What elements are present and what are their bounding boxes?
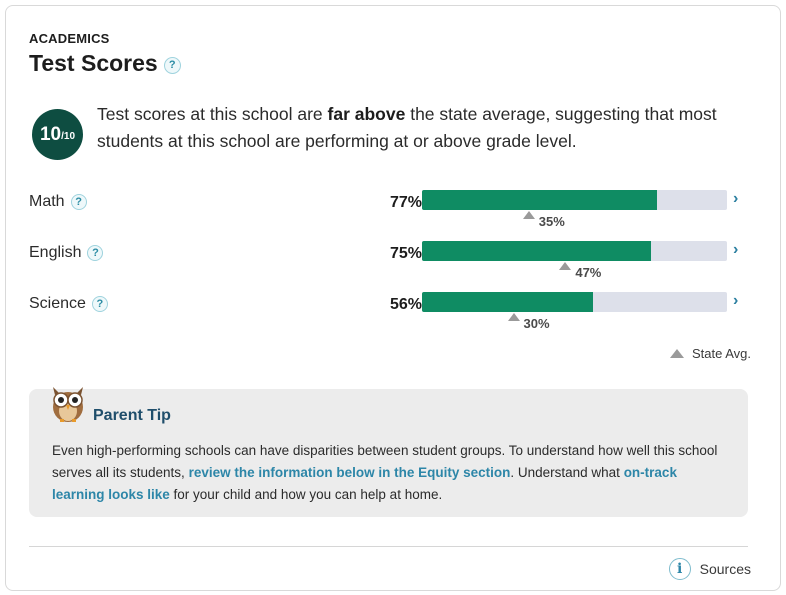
chevron-right-icon[interactable]: › [733,241,739,258]
subject-name: English [29,244,82,261]
equity-section-link[interactable]: review the information below in the Equi… [188,465,511,480]
state-avg-legend: State Avg. [669,346,751,361]
page-title: Test Scores ? [29,50,181,77]
state-avg-value: 30% [523,316,550,331]
subject-name: Science [29,295,86,312]
subject-score: 56% [389,296,422,313]
score-bar-track [422,241,727,261]
rating-out-of: /10 [61,131,76,142]
section-label: ACADEMICS [29,31,110,46]
tip-text: Even high-performing schools can have di… [52,443,718,480]
tip-text: . Understand what [510,465,624,480]
subject-score: 77% [389,194,422,211]
sources-label: Sources [699,561,751,577]
help-icon[interactable]: ? [91,296,108,312]
parent-tip-title: Parent Tip [93,407,171,424]
legend-label: State Avg. [691,346,751,361]
info-icon: i [668,558,691,580]
triangle-icon [669,349,684,358]
subject-name: Math [29,193,65,210]
summary-emphasis: far above [327,104,406,124]
owl-icon [53,387,83,422]
rating-badge: 10 /10 [32,109,83,160]
state-avg-value: 35% [538,214,565,229]
chevron-right-icon[interactable]: › [733,292,739,309]
parent-tip-box [29,389,748,517]
parent-tip-body: Even high-performing schools can have di… [52,440,732,506]
summary-before: Test scores at this school are [97,104,328,124]
score-bar-track [422,190,727,210]
title-text: Test Scores [29,50,158,76]
help-icon[interactable]: ? [163,56,181,74]
divider [29,546,748,547]
summary-text: Test scores at this school are far above… [97,101,757,155]
subject-label-math: Math ? [29,193,87,211]
help-icon[interactable]: ? [87,245,104,261]
score-bar-fill [422,190,657,210]
state-avg-marker [507,313,520,321]
score-bar-fill [422,292,593,312]
score-bar-fill [422,241,651,261]
on-track-learning-link[interactable]: on-track learning looks like [52,465,677,502]
chevron-right-icon[interactable]: › [733,190,739,207]
tip-text: for your child and how you can help at h… [169,487,443,502]
score-bar-track [422,292,727,312]
sources-button[interactable]: i Sources [668,558,751,580]
help-icon[interactable]: ? [70,194,87,210]
subject-label-science: Science ? [29,295,108,313]
state-avg-value: 47% [575,265,602,280]
summary-after: the state average, suggesting that most … [97,104,717,151]
rating-score: 10 [39,123,62,145]
subject-label-english: English ? [29,244,104,262]
state-avg-marker [522,211,535,219]
state-avg-marker [559,262,572,270]
subject-score: 75% [389,245,422,262]
